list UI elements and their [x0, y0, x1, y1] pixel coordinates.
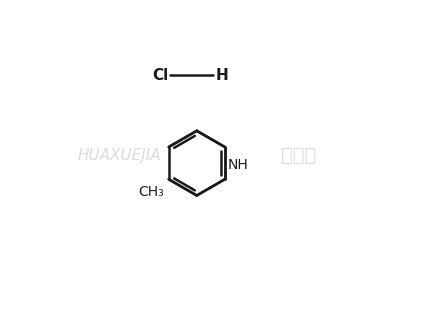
Text: NH: NH	[228, 158, 249, 172]
Text: H: H	[216, 68, 229, 83]
Text: Cl: Cl	[152, 68, 168, 83]
Text: 化学加: 化学加	[282, 146, 317, 165]
Text: HUAXUEJIA: HUAXUEJIA	[78, 148, 161, 163]
Text: CH₃: CH₃	[138, 186, 164, 199]
